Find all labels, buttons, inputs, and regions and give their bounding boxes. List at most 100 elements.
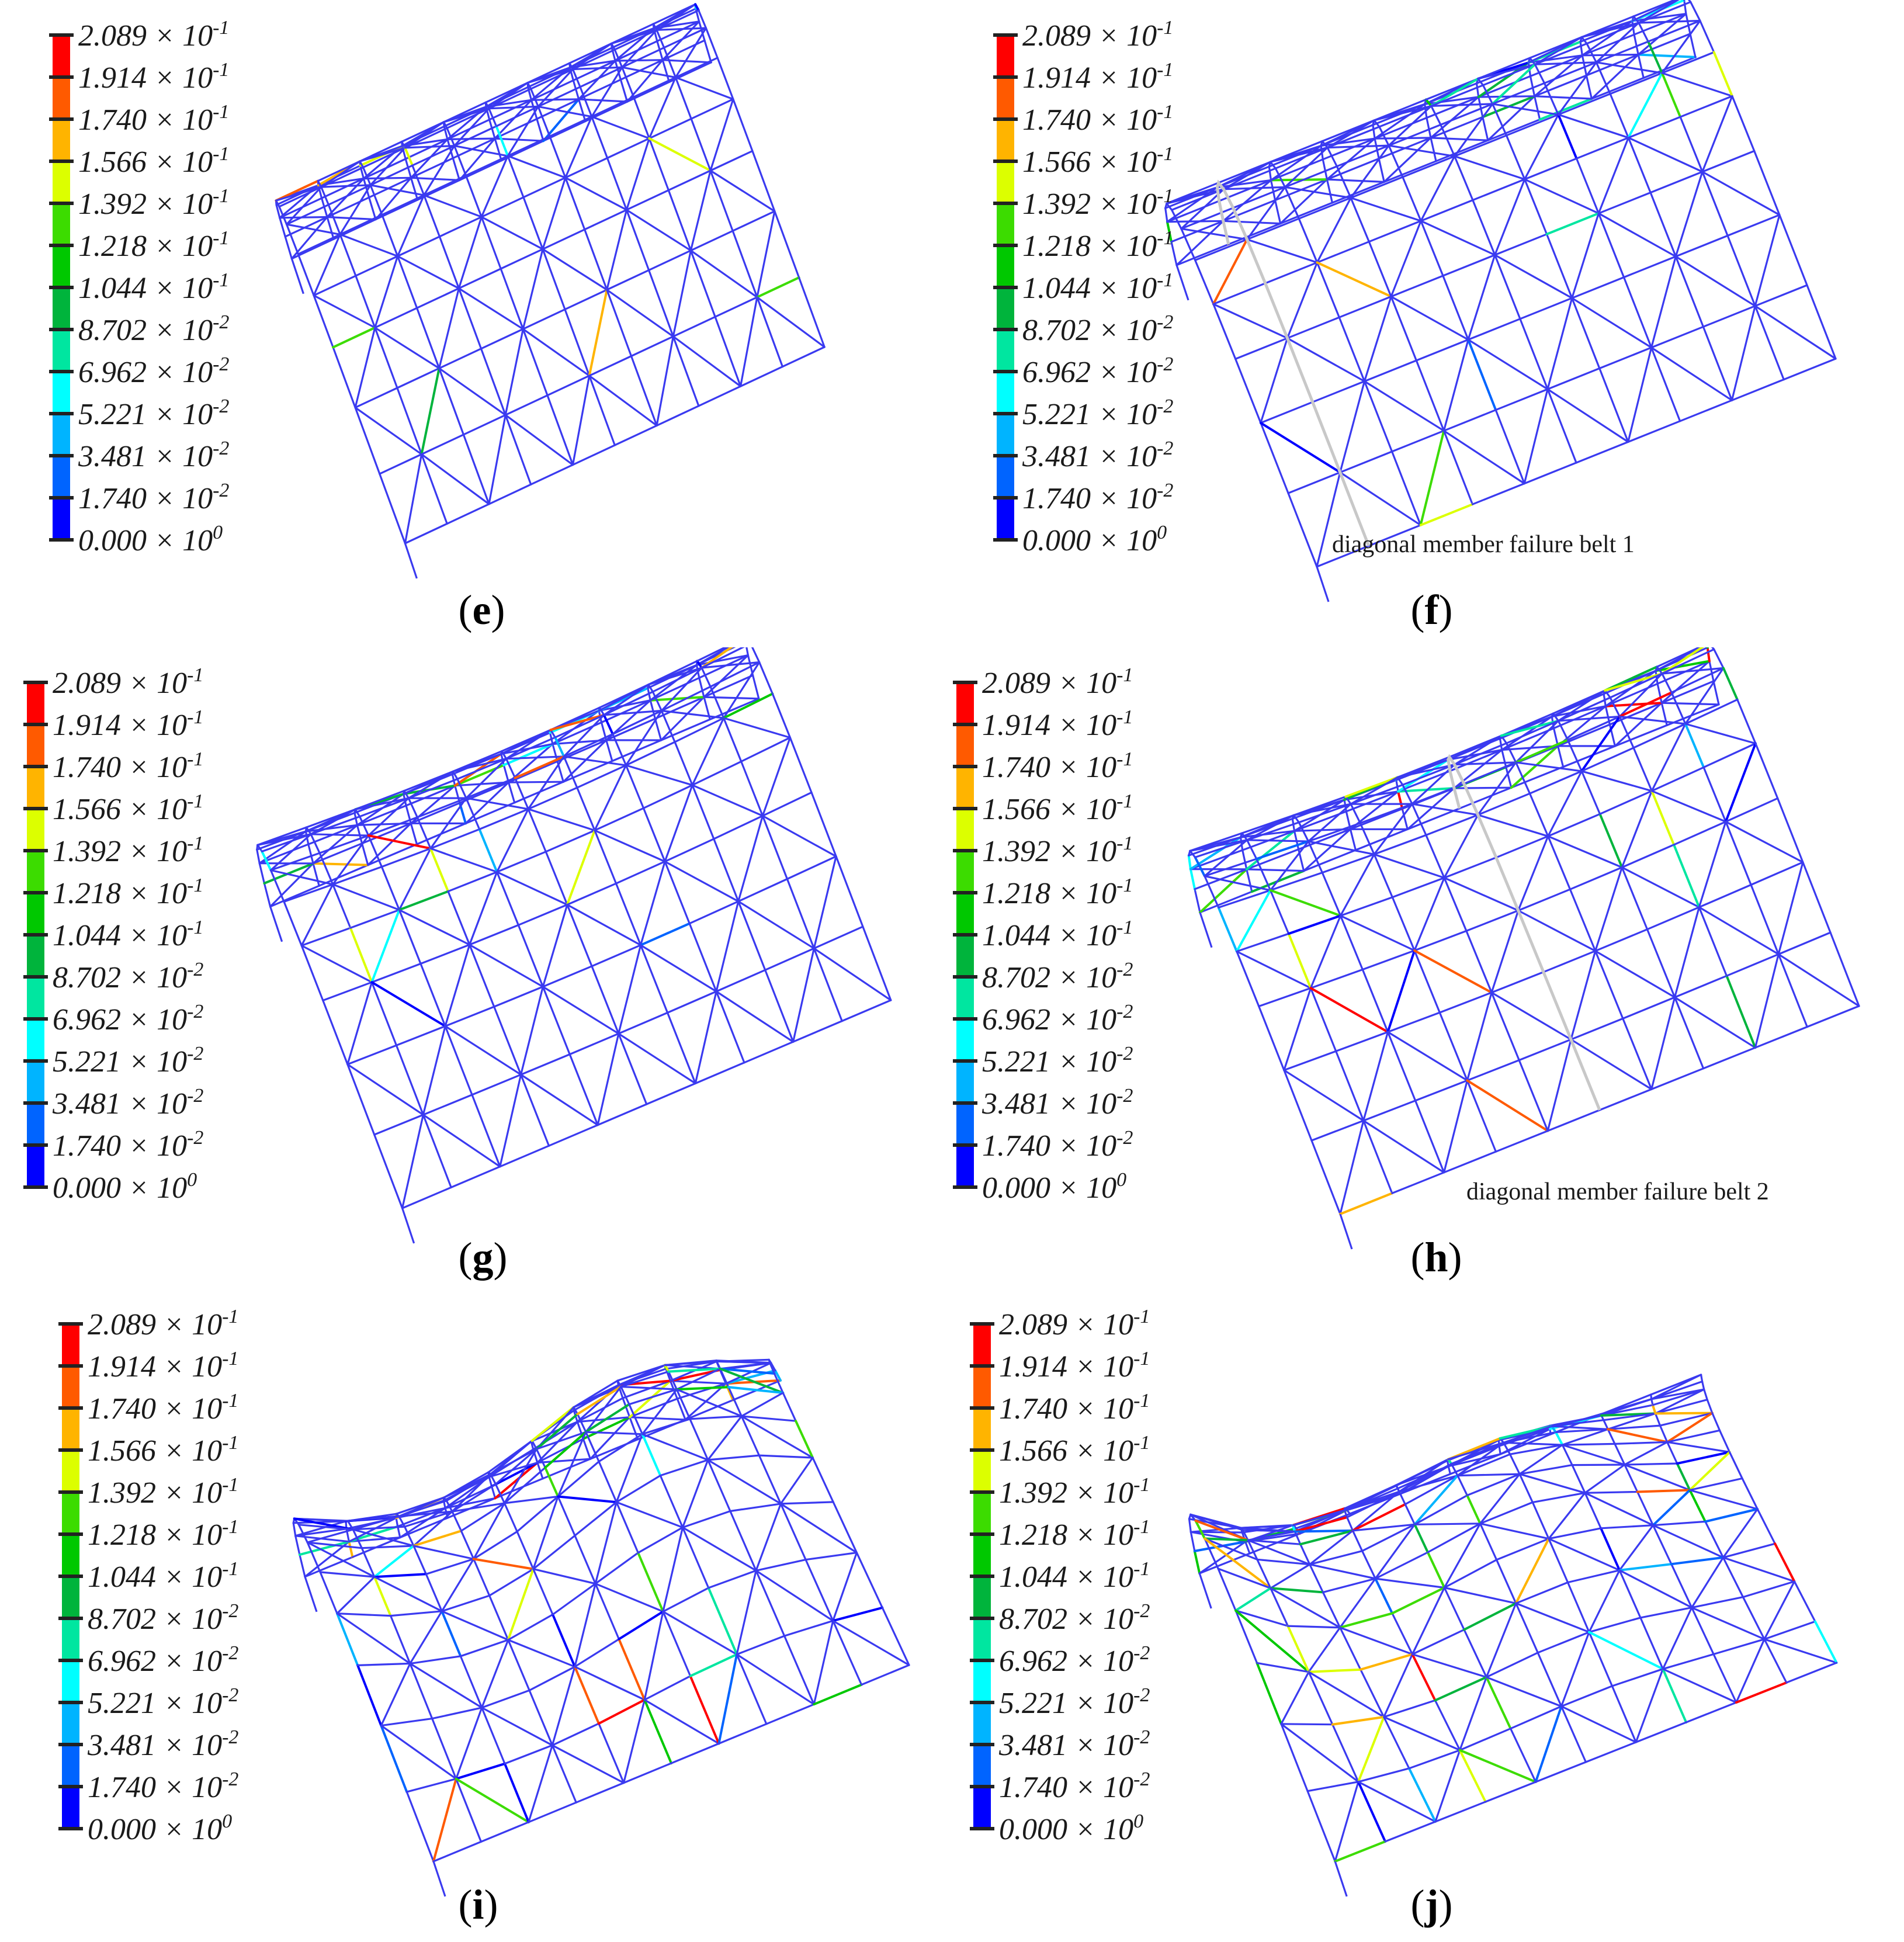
mesh-member <box>715 969 767 993</box>
mesh-member <box>1175 220 1225 266</box>
legend-tick <box>49 328 74 331</box>
legend-color-segment <box>973 1450 991 1492</box>
mesh-member <box>452 137 496 159</box>
legend-label: 0.000 × 100 <box>982 1169 1126 1205</box>
mesh-member <box>566 903 593 967</box>
mesh-member <box>542 176 567 250</box>
mesh-member <box>1391 1171 1445 1195</box>
mesh-member <box>1608 702 1663 726</box>
mesh-member <box>1618 715 1635 749</box>
mesh-member <box>756 296 784 368</box>
mesh-member <box>618 1011 669 1035</box>
mesh-member <box>488 483 532 505</box>
legend-label: 3.481 × 10-2 <box>87 1726 238 1762</box>
mesh-member <box>703 674 754 698</box>
mesh-member <box>1531 1501 1550 1540</box>
mesh-member <box>1731 95 1756 152</box>
mesh-member <box>1374 1577 1393 1615</box>
legend-label: 1.218 × 10-1 <box>1022 227 1173 263</box>
mesh-member <box>1198 1541 1247 1575</box>
mesh-member <box>1411 1653 1437 1702</box>
legend-color-segment <box>973 1492 991 1534</box>
mesh-member <box>563 733 614 758</box>
mesh-member <box>625 209 692 252</box>
mesh-member <box>709 169 734 232</box>
mesh-member <box>1349 807 1403 830</box>
mesh-member <box>564 116 593 179</box>
mesh-member <box>740 760 764 817</box>
mesh-member <box>1706 1399 1714 1414</box>
mesh-member <box>1286 1625 1341 1629</box>
mesh-member <box>1543 61 1597 84</box>
mesh-member <box>415 287 460 309</box>
mesh-member <box>1350 803 1361 824</box>
legend-label: 1.914 × 10-1 <box>1022 59 1173 95</box>
mesh-member <box>507 135 551 157</box>
mesh-member <box>490 1485 497 1499</box>
mesh-member <box>1646 928 1676 998</box>
mesh-member <box>1624 1464 1691 1492</box>
mesh-member <box>1566 1569 1621 1584</box>
legend-color-segment <box>997 414 1014 456</box>
mesh-member <box>1490 971 1545 994</box>
mesh-member <box>1595 22 1640 64</box>
mesh-member <box>507 1568 535 1641</box>
mesh-member <box>571 68 581 88</box>
mesh-member <box>352 1528 415 1547</box>
mesh-member <box>1247 1539 1258 1560</box>
mesh-member <box>1552 689 1606 715</box>
mesh-member <box>505 758 516 779</box>
legend-tick <box>23 1185 48 1189</box>
mesh-member <box>1354 828 1409 851</box>
mesh-member <box>1443 876 1468 932</box>
mesh-member <box>1411 803 1479 816</box>
legend-color-segment <box>973 1534 991 1576</box>
legend-label: 1.740 × 10-1 <box>78 101 229 137</box>
mesh-member <box>1691 1556 1725 1609</box>
mesh-member <box>1557 696 1611 722</box>
mesh-member <box>380 1717 433 1727</box>
mesh-member <box>304 1541 351 1578</box>
mesh-member <box>1396 756 1451 779</box>
mesh-member <box>507 1639 530 1691</box>
mesh-member <box>1674 171 1704 258</box>
mesh-member <box>1270 1587 1289 1627</box>
legend-tick <box>49 117 74 121</box>
mesh-member <box>304 824 359 833</box>
legend-color-segment <box>956 682 974 724</box>
mesh-member <box>1607 1428 1669 1444</box>
legend-tick <box>23 1017 48 1021</box>
legend-color-segment <box>956 1019 974 1061</box>
mesh-member <box>1419 429 1445 526</box>
mesh-member <box>1627 346 1653 443</box>
legend-tick <box>953 849 977 852</box>
mesh-member <box>269 852 321 872</box>
mesh-member <box>373 1114 425 1136</box>
mesh-member <box>403 790 410 799</box>
mesh-member <box>1632 15 1640 24</box>
mesh-member <box>1388 105 1433 147</box>
mesh-member <box>381 214 399 258</box>
mesh-member <box>1222 167 1277 190</box>
mesh-member <box>1670 667 1725 693</box>
mesh-member <box>554 714 605 738</box>
mesh-member <box>1256 858 1272 892</box>
mesh-member <box>379 453 423 475</box>
mesh-member <box>1478 96 1484 118</box>
mesh-member <box>1537 1652 1563 1708</box>
mesh-member <box>396 367 441 389</box>
mesh-member <box>716 57 734 100</box>
mesh-member <box>1293 1530 1302 1545</box>
mesh-member <box>641 1433 709 1461</box>
mesh-member <box>1454 155 1474 202</box>
mesh-member <box>1270 1563 1311 1589</box>
mesh-member <box>795 1420 814 1459</box>
mesh-member <box>1309 1563 1376 1580</box>
mesh-member <box>362 166 372 186</box>
mesh-member <box>1326 157 1380 181</box>
mesh-member <box>1806 284 1837 360</box>
mesh-member <box>507 105 539 157</box>
mesh-member <box>1283 987 1312 1071</box>
legend-label: 2.089 × 10-1 <box>88 1306 238 1341</box>
mesh-member <box>737 900 815 949</box>
